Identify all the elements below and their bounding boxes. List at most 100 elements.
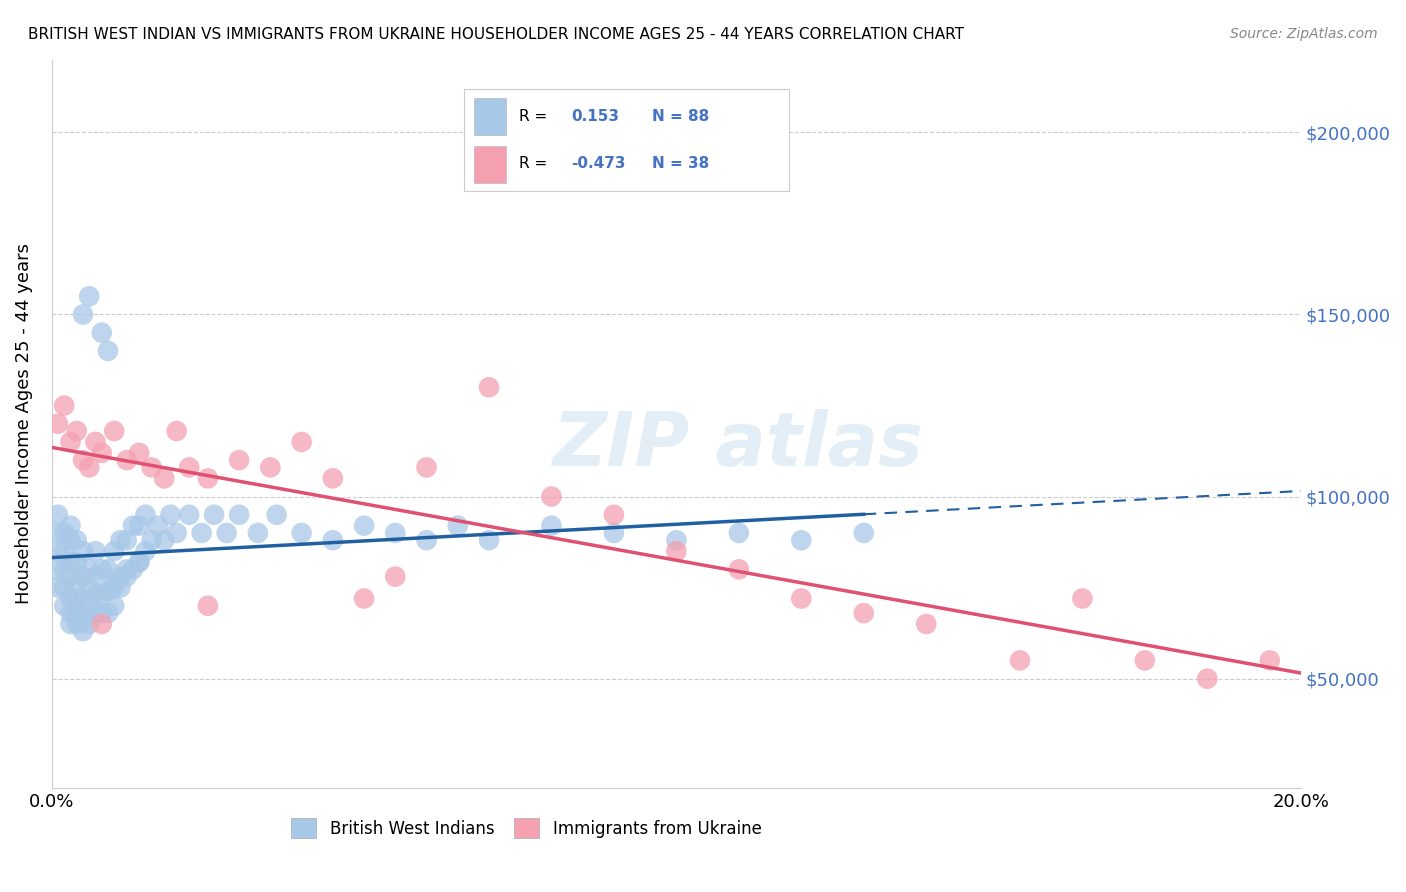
Point — [110, 581, 132, 595]
Point — [72, 569, 94, 583]
Point — [197, 471, 219, 485]
Point — [72, 453, 94, 467]
Point — [46, 508, 69, 522]
Point — [1008, 653, 1031, 667]
Point — [353, 591, 375, 606]
Point — [84, 544, 107, 558]
Point — [384, 525, 406, 540]
Legend: British West Indians, Immigrants from Ukraine: British West Indians, Immigrants from Uk… — [285, 812, 768, 845]
Point — [478, 380, 501, 394]
Point — [66, 424, 89, 438]
Point — [478, 533, 501, 548]
Point — [790, 591, 813, 606]
Point — [90, 446, 112, 460]
Point — [77, 460, 100, 475]
Point — [215, 525, 238, 540]
Point — [228, 508, 250, 522]
Point — [53, 581, 76, 595]
Point — [97, 343, 120, 358]
Point — [90, 606, 112, 620]
Point — [90, 326, 112, 340]
Point — [266, 508, 288, 522]
Point — [1258, 653, 1281, 667]
Point — [115, 569, 138, 583]
Point — [97, 584, 120, 599]
Point — [179, 508, 201, 522]
Point — [77, 581, 100, 595]
Y-axis label: Householder Income Ages 25 - 44 years: Householder Income Ages 25 - 44 years — [15, 244, 32, 604]
Point — [46, 544, 69, 558]
Point — [103, 424, 125, 438]
Point — [166, 525, 188, 540]
Point — [603, 525, 626, 540]
Point — [128, 446, 150, 460]
Point — [197, 599, 219, 613]
Point — [603, 508, 626, 522]
Point — [141, 460, 163, 475]
Point — [115, 533, 138, 548]
Point — [59, 555, 82, 569]
Point — [447, 518, 470, 533]
Point — [110, 533, 132, 548]
Point — [53, 562, 76, 576]
Point — [322, 471, 344, 485]
Point — [115, 453, 138, 467]
Point — [77, 617, 100, 632]
Point — [291, 525, 314, 540]
Text: ZIP atlas: ZIP atlas — [554, 409, 924, 482]
Point — [291, 434, 314, 449]
Point — [134, 544, 156, 558]
Point — [110, 569, 132, 583]
Point — [727, 562, 749, 576]
Point — [153, 471, 176, 485]
Point — [46, 417, 69, 431]
Point — [53, 544, 76, 558]
Point — [77, 289, 100, 303]
Point — [97, 562, 120, 576]
Point — [59, 434, 82, 449]
Point — [852, 606, 875, 620]
Point — [246, 525, 269, 540]
Point — [259, 460, 281, 475]
Point — [134, 508, 156, 522]
Point — [190, 525, 212, 540]
Point — [790, 533, 813, 548]
Point — [77, 562, 100, 576]
Point — [665, 544, 688, 558]
Point — [540, 518, 562, 533]
Text: BRITISH WEST INDIAN VS IMMIGRANTS FROM UKRAINE HOUSEHOLDER INCOME AGES 25 - 44 Y: BRITISH WEST INDIAN VS IMMIGRANTS FROM U… — [28, 27, 965, 42]
Point — [146, 518, 169, 533]
Point — [179, 460, 201, 475]
Point — [384, 569, 406, 583]
Point — [1197, 672, 1219, 686]
Point — [46, 581, 69, 595]
Point — [90, 588, 112, 602]
Point — [90, 562, 112, 576]
Point — [103, 581, 125, 595]
Point — [59, 591, 82, 606]
Point — [141, 533, 163, 548]
Point — [665, 533, 688, 548]
Point — [66, 591, 89, 606]
Point — [53, 599, 76, 613]
Point — [415, 533, 437, 548]
Point — [66, 555, 89, 569]
Point — [59, 533, 82, 548]
Point — [90, 617, 112, 632]
Point — [115, 562, 138, 576]
Point — [1133, 653, 1156, 667]
Point — [103, 544, 125, 558]
Point — [128, 555, 150, 569]
Point — [128, 555, 150, 569]
Point — [202, 508, 225, 522]
Point — [66, 617, 89, 632]
Point — [84, 588, 107, 602]
Point — [72, 308, 94, 322]
Point — [727, 525, 749, 540]
Point — [46, 525, 69, 540]
Point — [59, 569, 82, 583]
Point — [53, 525, 76, 540]
Point — [415, 460, 437, 475]
Point — [72, 591, 94, 606]
Point — [77, 599, 100, 613]
